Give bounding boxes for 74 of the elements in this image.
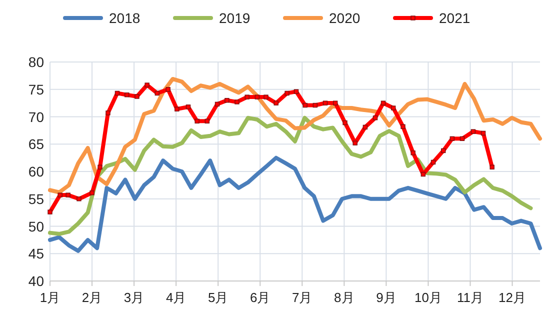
point [194,118,200,124]
point [322,100,328,106]
point [144,82,150,88]
y-tick-label: 65 [28,136,44,152]
x-tick-label: 8月 [334,290,354,305]
point [124,92,130,98]
x-tick-label: 9月 [376,290,396,305]
point [154,90,160,96]
legend-label: 2021 [439,10,470,26]
point [66,192,70,198]
point [134,94,140,99]
x-tick-label: 11月 [456,290,484,305]
legend-label: 2018 [109,10,140,26]
point [274,100,278,106]
legend-label: 2019 [219,10,250,26]
point [390,106,396,110]
point [254,94,260,100]
y-tick-label: 55 [28,190,44,207]
point [410,150,416,156]
point [352,140,358,146]
line-series [48,156,542,253]
y-tick-label: 80 [28,54,44,70]
point [332,100,338,106]
point [480,130,486,136]
point [166,87,170,92]
point [90,190,94,196]
point [470,129,476,134]
point [380,100,386,106]
point [490,164,494,170]
point [302,102,308,108]
point [204,118,210,124]
point [114,90,120,96]
point [234,100,240,104]
point [244,94,250,100]
point [48,210,52,214]
x-tick-label: 6月 [250,290,270,305]
x-tick-label: 2月 [82,290,102,305]
point [76,196,82,202]
point [58,192,62,198]
y-tick-label: 70 [28,108,44,125]
point [106,110,110,116]
x-tick-label: 7月 [292,290,312,305]
point [372,115,378,120]
line-series [48,116,533,236]
point [362,124,368,130]
point [460,136,465,141]
legend-label: 2020 [329,10,360,26]
y-tick-label: 40 [28,273,44,289]
point [450,136,455,141]
point [400,124,406,129]
point [214,102,220,107]
point [224,98,230,103]
line-series [48,82,494,214]
point [264,94,268,100]
point [284,90,290,96]
x-tick-label: 4月 [166,290,186,305]
point [342,120,348,126]
x-tick-label: 1月 [40,290,60,305]
point [420,172,426,177]
point [98,164,102,170]
point [430,160,436,165]
point [312,102,318,108]
x-tick-label: 12月 [498,290,526,305]
point [186,104,191,110]
y-tick-label: 60 [28,164,44,180]
y-tick-label: 45 [28,246,44,262]
y-tick-label: 75 [28,81,44,98]
x-tick-label: 3月 [124,290,144,305]
point [440,148,446,154]
y-tick-label: 50 [28,218,44,234]
x-tick-label: 5月 [208,290,228,305]
point [294,89,299,94]
x-tick-label: 10月 [414,290,442,305]
point [174,106,180,112]
